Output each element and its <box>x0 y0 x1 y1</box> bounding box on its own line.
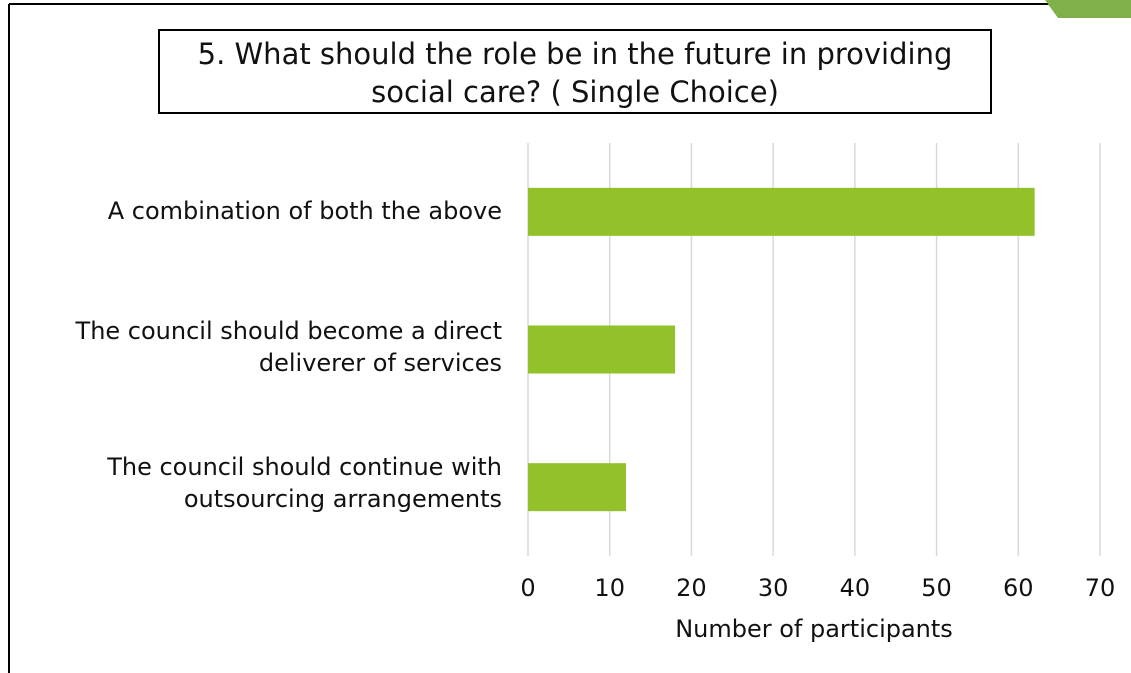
chart-title-box: 5. What should the role be in the future… <box>158 29 992 114</box>
category-label-line: outsourcing arrangements <box>183 485 502 513</box>
bars-group <box>528 187 1035 512</box>
chart-title-line-2: social care? ( Single Choice) <box>371 75 779 109</box>
x-tick-label: 40 <box>839 574 871 602</box>
category-label-line: The council should continue with <box>107 453 502 481</box>
category-label-line: deliverer of services <box>258 349 502 377</box>
category-label-line: A combination of both the above <box>107 197 502 225</box>
category-label-combination: A combination of both the above <box>108 195 502 227</box>
chart-title: 5. What should the role be in the future… <box>160 35 990 111</box>
chart-title-line-1: 5. What should the role be in the future… <box>197 37 953 71</box>
x-tick-label: 70 <box>1084 574 1116 602</box>
x-tick-label: 20 <box>676 574 707 602</box>
bar <box>528 187 1035 236</box>
x-tick-label: 0 <box>520 574 536 602</box>
category-label-line: The council should become a direct <box>75 317 502 345</box>
x-tick-label: 10 <box>594 574 625 602</box>
x-tick-label: 50 <box>921 574 952 602</box>
bar <box>528 463 627 512</box>
x-tick-label: 30 <box>757 574 789 602</box>
x-tick-label: 60 <box>1003 574 1034 602</box>
x-axis-label: Number of participants <box>675 615 953 643</box>
bar <box>528 325 676 374</box>
category-label-direct-deliverer: The council should become a direct deliv… <box>76 315 502 379</box>
category-label-outsourcing: The council should continue with outsour… <box>107 451 502 515</box>
corner-decoration <box>1045 0 1131 18</box>
